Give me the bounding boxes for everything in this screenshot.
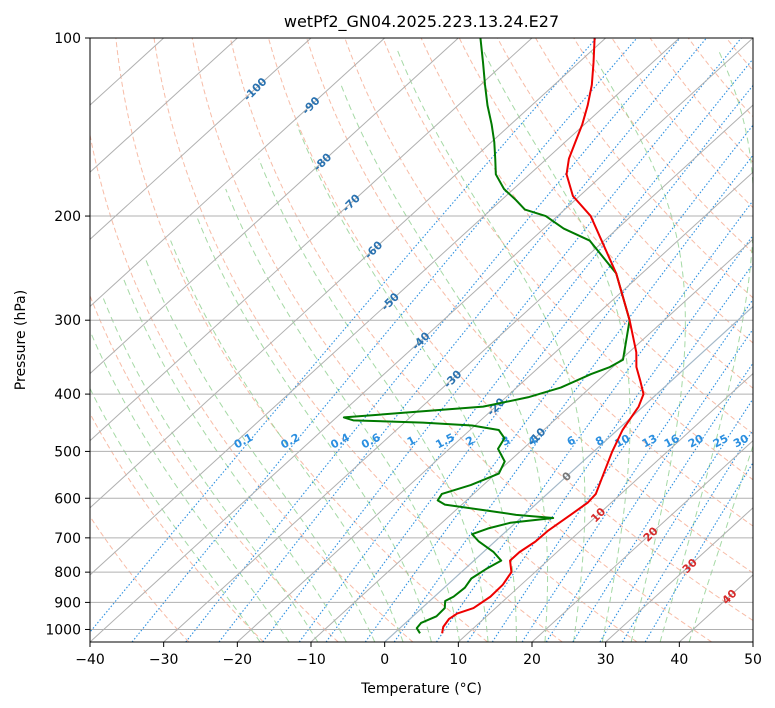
dry-adiabat-line [306,38,753,574]
mixing-ratio-label: 36 [752,432,772,451]
isotherm-line [605,507,753,642]
y-tick-label: 900 [54,595,81,611]
mixing-ratio-line [218,38,707,642]
mixing-ratio-lines [90,38,753,642]
x-tick-label: −40 [75,652,105,668]
mixing-ratio-label: 20 [686,432,706,451]
mixing-ratio-label: 30 [731,432,751,451]
plot-area: 0.10.20.40.611.52346810131620253036-100-… [90,38,772,642]
x-tick-label: −30 [149,652,179,668]
y-axis-label: Pressure (hPa) [13,290,29,390]
mixing-ratio-line [90,38,597,633]
mixing-ratio-line [298,58,753,642]
y-tick-label: 300 [54,313,81,329]
chart-title: wetPf2_GN04.2025.223.13.24.E27 [284,12,559,32]
x-tick-label: 30 [597,652,615,668]
moist-adiabat-line [340,84,549,642]
mixing-ratio-line [545,328,753,642]
moist-adiabat-line [659,50,753,642]
dry-adiabat-line [496,38,753,344]
mixing-ratio-label: 16 [662,432,682,451]
dry-adiabat-line [191,38,638,642]
dry-adiabat-line [649,38,753,163]
zero-isotherm-line [384,305,753,642]
temperature-profile-line [441,38,645,634]
isotherm-line [163,104,753,642]
dry-adiabat-line [90,294,339,642]
moist-adiabat-line [688,444,753,642]
moist-adiabat-line [590,50,686,642]
mixing-ratio-line [262,38,742,642]
isotherm-line [236,171,753,642]
mixing-ratio-line [521,298,753,642]
isotherm-line [90,38,386,308]
y-tick-label: 100 [54,31,81,47]
x-tick-label: 40 [670,652,688,668]
moist-adiabat-line [225,188,461,642]
x-tick-label: −10 [296,652,326,668]
x-tick-label: 20 [523,652,541,668]
x-tick-label: 0 [380,652,389,668]
x-axis-label: Temperature (°C) [360,681,482,697]
dry-adiabat-line [115,38,488,642]
dry-adiabat-line [90,132,414,642]
isotherm-line [90,38,753,642]
y-tick-label: 500 [54,444,81,460]
moist-adiabat-line [170,240,404,642]
dry-adiabat-line [229,38,712,642]
isotherms [90,38,753,642]
mixing-ratio-line [185,38,681,642]
dry-adiabat-line [90,515,190,642]
dry-adiabat-line [458,38,753,389]
x-tick-label: −20 [223,652,253,668]
y-tick-label: 1000 [45,622,81,638]
plot-frame [89,37,754,643]
isotherm-line [90,38,312,241]
isobars [90,38,753,630]
mixing-ratio-label: 25 [711,432,731,451]
profiles [342,38,645,634]
moist-adiabat-line [102,297,319,642]
isotherm-line [90,38,680,576]
dry-adiabat-line [535,38,753,299]
mixing-ratio-label: 10 [613,432,633,451]
zero-isotherm [384,305,753,642]
dry-adiabat-line [268,38,753,622]
isotherm-line [531,439,753,642]
x-tick-label: 10 [449,652,467,668]
mixing-ratio-line [364,124,753,642]
isotherm-line [90,38,238,173]
y-tick-label: 600 [54,491,81,507]
dry-adiabat-line [344,38,753,527]
moist-adiabat-line [90,387,261,642]
isotherm-line [457,372,753,642]
mixing-ratio-label: 13 [640,432,660,451]
isotherm-line [90,38,459,375]
isotherm-line [90,38,607,509]
y-tick-label: 700 [54,531,81,547]
dry-adiabat-line [382,38,753,481]
isotherm-line [310,238,753,642]
moist-adiabat-line [196,215,432,642]
x-tick-label: 50 [744,652,762,668]
isotherm-line [90,38,533,442]
mixing-ratio-line [393,154,753,642]
y-tick-label: 400 [54,387,81,403]
y-tick-label: 800 [54,565,81,581]
y-tick-label: 200 [54,209,81,225]
moist-adiabat-line [397,50,586,642]
mixing-ratio-line [131,38,638,642]
dewpoint-profile-line [342,38,631,634]
